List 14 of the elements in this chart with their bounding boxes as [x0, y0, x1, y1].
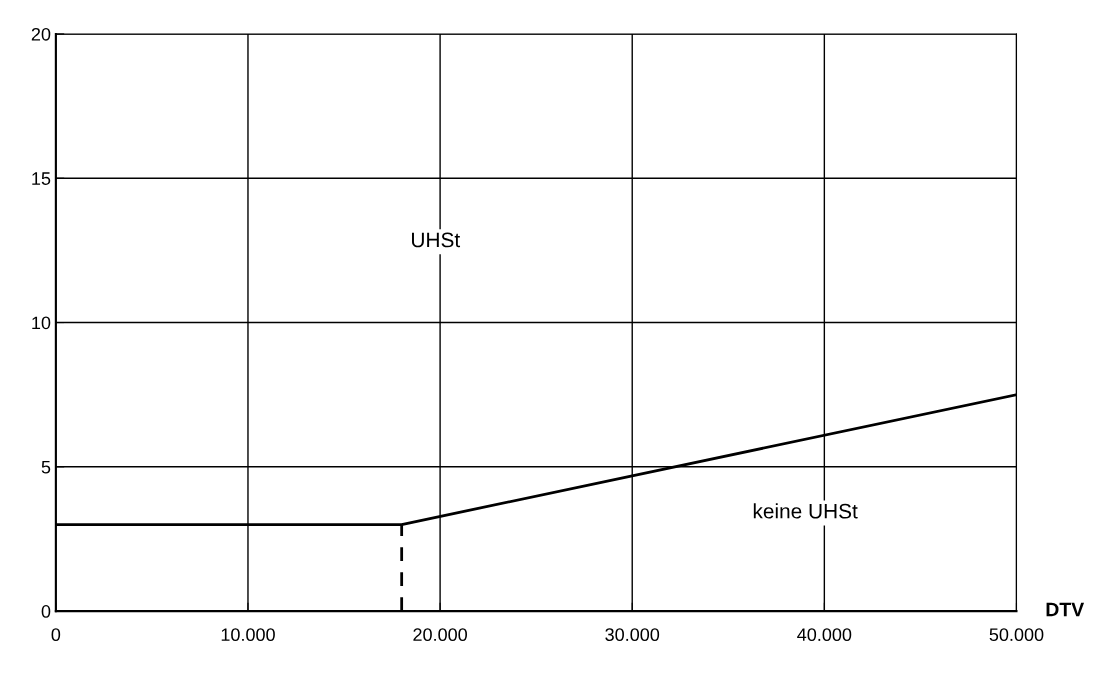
annotation: UHSt	[412, 232, 461, 248]
y-tick-label: 5	[41, 460, 51, 474]
annotation: keine UHSt	[753, 503, 858, 519]
x-tick-label: 20.000	[413, 628, 468, 642]
y-tick-label: 10	[32, 316, 51, 330]
x-tick-label: 10.000	[221, 628, 275, 642]
y-tick-label: 20	[31, 27, 51, 41]
x-tick-label: 30.000	[605, 628, 660, 642]
x-tick-label: 40.000	[797, 628, 852, 642]
x-tick-label: 0	[51, 628, 61, 642]
x-tick-label: 50.000	[989, 628, 1044, 642]
y-tick-label: 0	[41, 605, 51, 618]
y-tick-label: 15	[32, 172, 51, 185]
x-axis-title: DTV	[1046, 602, 1085, 617]
